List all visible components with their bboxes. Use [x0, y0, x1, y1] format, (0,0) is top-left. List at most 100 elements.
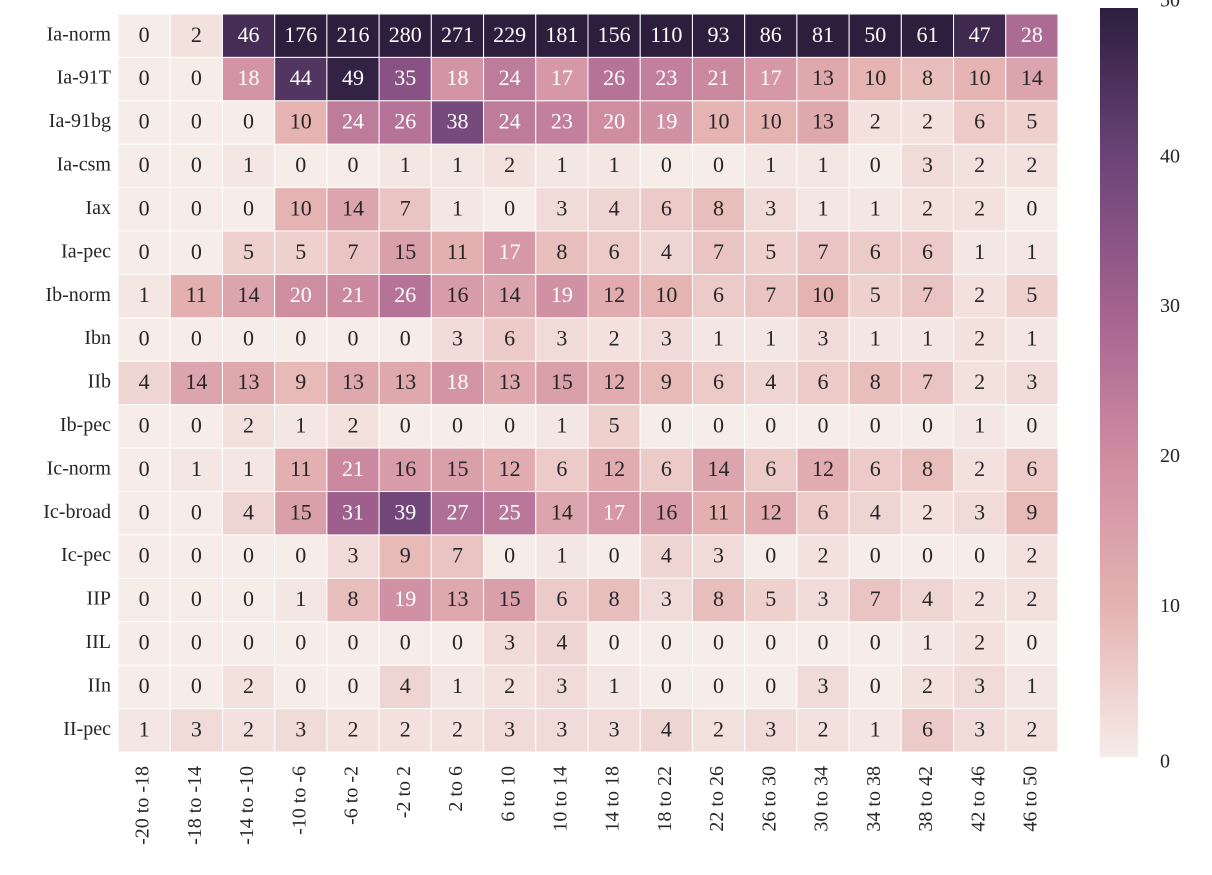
heatmap-cell — [953, 13, 1007, 58]
cell-label: 6 — [974, 109, 985, 134]
cell-label: 0 — [713, 152, 724, 177]
cell-label: 0 — [139, 152, 150, 177]
cell-label: 20 — [290, 282, 312, 307]
heatmap-cell — [900, 360, 955, 406]
cell-label: 0 — [139, 65, 150, 90]
heatmap-cell — [430, 447, 485, 493]
x-tick-label: 22 to 26 — [706, 766, 728, 832]
heatmap-cell — [953, 404, 1007, 449]
cell-label: 7 — [400, 195, 411, 220]
heatmap-cell — [1005, 56, 1059, 102]
cell-label: 15 — [446, 456, 468, 481]
cell-label: 0 — [243, 326, 254, 351]
cell-label: 14 — [238, 282, 260, 307]
cell-label: 1 — [139, 282, 150, 307]
cell-label: 2 — [504, 152, 515, 177]
cell-label: 1 — [609, 673, 620, 698]
cell-label: 3 — [504, 630, 515, 655]
cell-label: 1 — [870, 326, 881, 351]
heatmap-cell — [430, 621, 485, 666]
heatmap-cell — [691, 273, 746, 319]
heatmap-cell — [796, 621, 850, 666]
cell-label: 46 — [238, 22, 260, 47]
heatmap-cell — [796, 491, 850, 536]
y-tick-label: IIL — [85, 631, 111, 653]
heatmap-cell — [848, 577, 902, 623]
heatmap-cell — [639, 534, 693, 579]
heatmap-cell — [169, 534, 223, 579]
cell-label: 3 — [974, 499, 985, 524]
cell-label: 19 — [394, 586, 416, 611]
heatmap-cell — [169, 664, 223, 710]
cell-label: 3 — [974, 716, 985, 741]
heatmap-cell — [744, 577, 798, 623]
x-tick-label: -14 to -10 — [236, 766, 258, 845]
cell-label: 3 — [974, 673, 985, 698]
cell-label: 5 — [295, 239, 306, 264]
heatmap-cell — [953, 100, 1007, 145]
heatmap-cell — [796, 230, 850, 275]
cell-label: 3 — [765, 716, 776, 741]
cell-label: 1 — [974, 412, 985, 437]
cell-label: 2 — [974, 630, 985, 655]
cell-label: 8 — [922, 65, 933, 90]
heatmap-cell — [378, 621, 432, 666]
x-tick-label: 38 to 42 — [915, 766, 937, 832]
cell-label: 1 — [452, 673, 463, 698]
heatmap-cell — [900, 13, 955, 58]
heatmap-cell — [587, 100, 641, 145]
cell-label: 0 — [295, 326, 306, 351]
cell-label: 0 — [295, 543, 306, 568]
heatmap-cell — [169, 360, 223, 406]
heatmap-cell — [430, 360, 485, 406]
heatmap-cell — [1005, 187, 1059, 232]
cell-label: 13 — [812, 109, 834, 134]
cell-label: 18 — [446, 65, 468, 90]
heatmap-cell — [744, 56, 798, 102]
heatmap-cell — [900, 708, 955, 753]
cell-label: 4 — [870, 499, 881, 524]
cell-label: 3 — [713, 543, 724, 568]
heatmap-cell — [691, 708, 746, 753]
cell-label: 35 — [394, 65, 416, 90]
cell-label: 0 — [191, 412, 202, 437]
cell-label: 6 — [818, 499, 829, 524]
cell-label: 10 — [290, 109, 312, 134]
cell-label: 1 — [556, 543, 567, 568]
heatmap-cell — [221, 13, 276, 58]
heatmap-cell — [744, 187, 798, 232]
cell-label: 0 — [139, 673, 150, 698]
cell-label: 7 — [348, 239, 359, 264]
y-tick-label: Iax — [85, 197, 111, 219]
cell-label: 3 — [1026, 369, 1037, 394]
cell-label: 14 — [1021, 65, 1043, 90]
cell-label: 26 — [603, 65, 625, 90]
cell-label: 50 — [864, 22, 886, 47]
y-tick-label: Ia-pec — [61, 240, 111, 262]
heatmap-cell — [221, 534, 276, 579]
cell-label: 2 — [974, 282, 985, 307]
cell-label: 15 — [394, 239, 416, 264]
x-tick-label: 18 to 22 — [654, 766, 676, 832]
cell-label: 0 — [191, 630, 202, 655]
cell-label: 0 — [295, 673, 306, 698]
cell-label: 44 — [290, 65, 312, 90]
cell-label: 2 — [974, 369, 985, 394]
heatmap-cell — [326, 273, 380, 319]
cell-label: 0 — [139, 109, 150, 134]
cell-label: 2 — [974, 586, 985, 611]
cell-label: 8 — [870, 369, 881, 394]
heatmap-cell — [796, 447, 850, 493]
heatmap-cell — [1005, 404, 1059, 449]
cell-label: 18 — [238, 65, 260, 90]
cell-label: 4 — [661, 716, 672, 741]
heatmap-cell — [117, 187, 171, 232]
heatmap-cell — [483, 360, 537, 406]
cell-label: 0 — [139, 543, 150, 568]
cell-label: 14 — [185, 369, 207, 394]
heatmap-cell — [587, 708, 641, 753]
heatmap-cell — [587, 143, 641, 189]
cell-label: 0 — [661, 412, 672, 437]
heatmap-cell — [378, 230, 432, 275]
cell-label: 3 — [556, 716, 567, 741]
